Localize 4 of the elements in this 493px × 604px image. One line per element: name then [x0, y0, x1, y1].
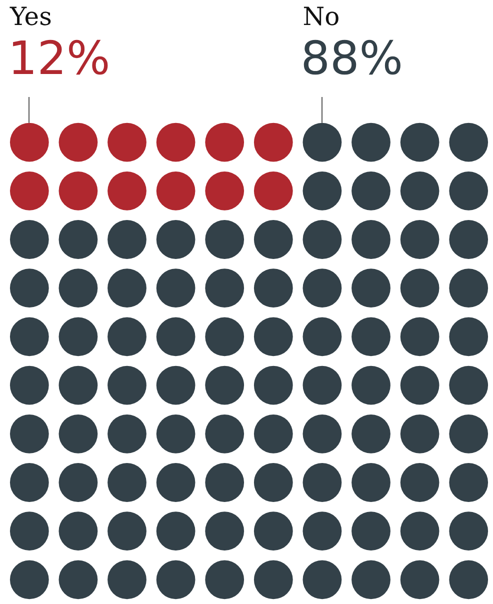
- category-label: Yes: [10, 2, 52, 31]
- data-label: 88%: [300, 30, 403, 86]
- category-label: No: [302, 2, 340, 31]
- data-label: 12%: [8, 30, 110, 86]
